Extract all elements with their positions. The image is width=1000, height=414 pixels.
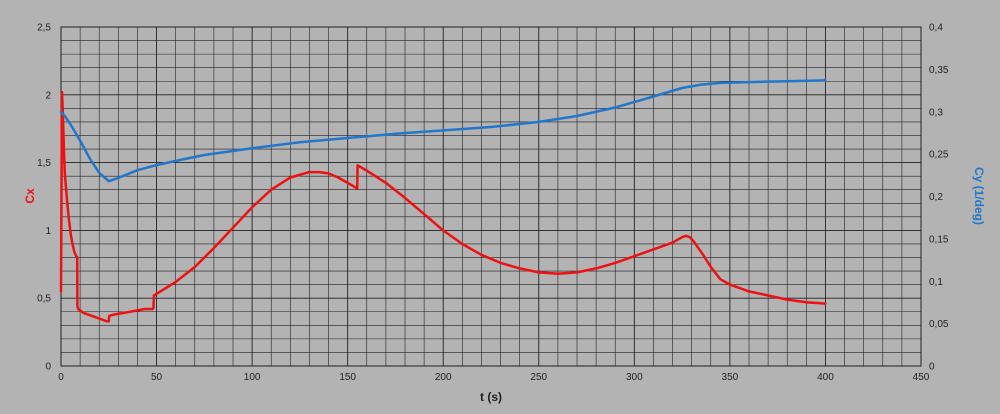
x-tick-label: 50 [151,372,163,383]
left-y-tick-label: 2 [45,90,51,101]
right-y-tick-label: 0,4 [929,23,943,34]
left-y-tick-label: 0,5 [37,294,51,305]
right-y-tick-label: 0 [929,362,935,373]
right-y-tick-label: 0,35 [929,65,949,76]
left-y-tick-label: 1,5 [37,158,51,169]
grid [60,26,922,367]
left-axis-label: Cx [23,188,37,204]
right-y-tick-label: 0,2 [929,192,943,203]
x-tick-label: 300 [626,372,643,383]
x-tick-label: 0 [58,372,64,383]
left-y-tick-label: 1 [45,226,51,237]
x-tick-label: 400 [817,372,834,383]
tick-labels: 0 50 100 150 200 250 300 350 400 45000,511,522,50… [37,23,949,384]
series-layer [59,79,827,323]
x-axis-label: t (s) [480,390,502,404]
right-y-tick-label: 0,1 [929,277,943,288]
right-y-tick-label: 0,15 [929,234,949,245]
x-tick-label: 250 [530,372,547,383]
left-y-tick-label: 2,5 [37,23,51,34]
x-tick-label: 450 [913,372,930,383]
right-y-tick-label: 0,05 [929,319,949,330]
right-y-tick-label: 0,25 [929,150,949,161]
x-tick-label: 350 [722,372,739,383]
x-tick-label: 200 [435,372,452,383]
x-tick-label: 100 [244,372,261,383]
right-axis-label: Cy (1/deg) [972,167,986,225]
left-y-tick-label: 0 [45,362,51,373]
right-y-tick-label: 0,3 [929,107,943,118]
x-tick-label: 150 [339,372,356,383]
cx-series-line [59,90,827,323]
cy-series-line [59,79,827,183]
plot-area [61,27,921,366]
